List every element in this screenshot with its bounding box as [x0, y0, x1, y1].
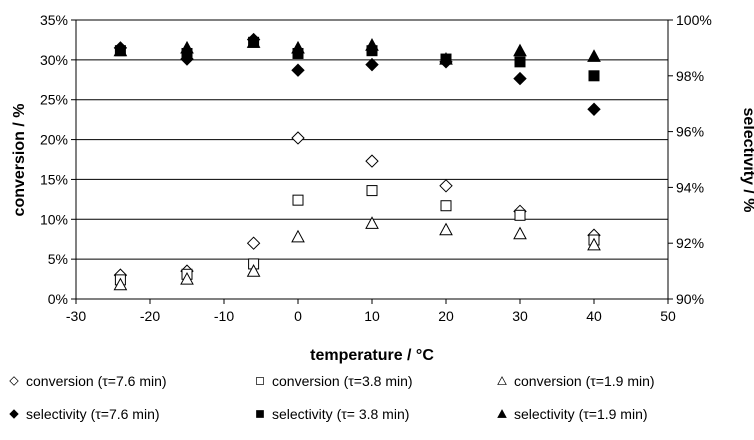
legend-label: selectivity (τ=7.6 min)	[26, 406, 160, 422]
legend-label: conversion (τ=1.9 min)	[514, 373, 655, 389]
data-point	[113, 277, 128, 291]
y-left-tick-label: 0%	[48, 291, 68, 307]
y-left-tick-label: 35%	[40, 12, 68, 28]
data-point	[365, 216, 379, 229]
y-left-tick-label: 25%	[40, 92, 68, 108]
data-point	[291, 40, 305, 54]
legend-marker	[497, 376, 507, 385]
data-point	[291, 131, 305, 145]
y-axis-right-title: selectivity / %	[740, 108, 754, 213]
data-point	[292, 194, 304, 206]
legend-marker	[9, 409, 19, 419]
data-point	[514, 56, 526, 68]
legend-marker	[497, 409, 507, 418]
y-right-tick-label: 94%	[676, 179, 704, 195]
x-tick-label: 10	[364, 308, 380, 324]
data-point	[513, 71, 527, 86]
legend-entry: conversion (τ=1.9 min)	[497, 373, 655, 389]
y-left-tick-label: 10%	[40, 211, 68, 227]
legend-label: conversion (τ=3.8 min)	[272, 373, 413, 389]
y-left-tick-label: 20%	[40, 132, 68, 148]
axes	[71, 19, 673, 304]
x-tick-label: -20	[140, 308, 160, 324]
y-right-tick-label: 96%	[676, 124, 704, 140]
data-points	[113, 32, 601, 291]
data-point	[439, 52, 453, 65]
data-point	[180, 40, 194, 54]
data-point	[588, 70, 600, 82]
y-right-tick-label: 92%	[676, 235, 704, 251]
legend-label: selectivity (τ=1.9 min)	[514, 406, 648, 422]
legend-label: conversion (τ=7.6 min)	[26, 373, 167, 389]
data-point	[113, 43, 128, 57]
data-point	[246, 236, 261, 250]
data-point	[291, 63, 305, 77]
data-point	[180, 272, 194, 285]
data-point	[365, 57, 379, 72]
data-point	[439, 222, 453, 236]
series-6	[113, 35, 601, 65]
legend-entry: conversion (τ=3.8 min)	[256, 373, 413, 389]
legend-marker	[9, 376, 19, 386]
y-left-tick-label: 5%	[48, 251, 68, 267]
y-left-tick-label: 15%	[40, 171, 68, 187]
x-tick-label: -30	[66, 308, 86, 324]
series-3	[113, 216, 601, 291]
legend: conversion (τ=7.6 min) conversion (τ=3.8 …	[9, 373, 655, 422]
data-point	[246, 35, 261, 48]
data-point	[246, 264, 261, 277]
legend-marker	[256, 410, 264, 418]
x-tick-label: 0	[294, 308, 302, 324]
y-axis-left-title: conversion / %	[11, 104, 28, 217]
data-point	[440, 200, 452, 212]
legend-entry: selectivity (τ=7.6 min)	[9, 406, 160, 422]
legend-entry: selectivity (τ= 3.8 min)	[256, 406, 409, 422]
data-point	[514, 209, 526, 221]
y-left-tick-label: 30%	[40, 52, 68, 68]
x-tick-label: 50	[660, 308, 676, 324]
y-right-tick-label: 90%	[676, 291, 704, 307]
x-tick-label: 30	[512, 308, 528, 324]
y-right-tick-label: 100%	[676, 12, 712, 28]
data-point	[587, 49, 601, 62]
legend-label: selectivity (τ= 3.8 min)	[272, 406, 409, 422]
x-axis-title: temperature / °C	[310, 347, 434, 364]
data-point	[291, 229, 305, 243]
x-tick-label: 20	[438, 308, 454, 324]
data-point	[365, 38, 379, 51]
tick-labels: 0%5%10%15%20%25%30%35%90%92%94%96%98%100…	[40, 12, 712, 324]
y-right-tick-label: 98%	[676, 68, 704, 84]
data-point	[439, 179, 453, 193]
legend-entry: conversion (τ=7.6 min)	[9, 373, 167, 389]
data-point	[513, 43, 527, 57]
data-point	[587, 102, 601, 116]
legend-marker	[256, 377, 264, 385]
data-point	[513, 226, 527, 240]
x-tick-label: 40	[586, 308, 602, 324]
series-2	[114, 185, 600, 286]
data-point	[587, 237, 601, 251]
data-point	[366, 185, 378, 197]
legend-entry: selectivity (τ=1.9 min)	[497, 406, 648, 422]
x-tick-label: -10	[214, 308, 234, 324]
data-point	[365, 154, 379, 168]
